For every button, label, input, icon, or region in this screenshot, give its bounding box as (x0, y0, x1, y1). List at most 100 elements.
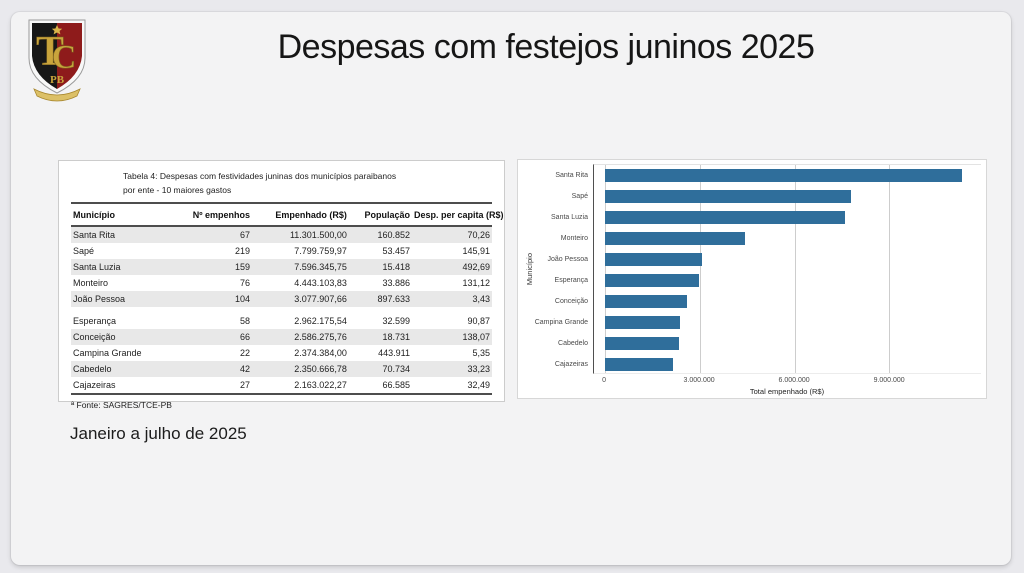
table-cell: 160.852 (348, 226, 412, 243)
table-cell: Monteiro (73, 278, 109, 288)
chart-category-label: Monteiro (560, 235, 588, 242)
table-cell: 7.596.345,75 (252, 259, 349, 275)
page-title: Despesas com festejos juninos 2025 (277, 28, 815, 66)
chart-gridline (889, 165, 891, 373)
table-row: Sapé 219 7.799.759,97 53.457 145,91 (71, 243, 492, 259)
chart-bar-row: Cajazeiras (555, 354, 981, 375)
table-cell: 76 (240, 278, 251, 288)
chart-bar (605, 274, 699, 287)
table-header-row: Município Nº empenhos Empenhado (R$) Pop… (71, 203, 504, 227)
chart-bar (605, 169, 963, 182)
table-cell: 33,23 (411, 361, 492, 377)
table-cell: 67 (184, 226, 253, 243)
chart-bar (605, 316, 681, 329)
chart-bar (605, 358, 674, 371)
chart-x-tick-label: 9.000.000 (873, 377, 905, 384)
period-subtitle: Janeiro a julho de 2025 (70, 424, 247, 443)
col-header-municipio: Município (71, 203, 185, 227)
chart-plot-area: Santa Rita Sapé Santa Luzia Monteiro João Pe… (535, 164, 981, 375)
chart-category-label: Conceição (554, 298, 588, 305)
table-cell: Santa Luzia (71, 259, 185, 275)
chart-bar (605, 295, 687, 308)
table-cell: 15.418 (348, 259, 412, 275)
table-cell: 90,87 (467, 316, 490, 326)
col-header-empenhado: Empenhado (R$) (252, 203, 349, 227)
table-cell: Sapé (73, 246, 95, 256)
table-caption: Tabela 4: Despesas com festividades juni… (123, 169, 494, 197)
table-cell: 897.633 (348, 291, 412, 307)
table-cell: 2.586.275,76 (252, 329, 349, 345)
chart-bar (605, 337, 680, 350)
bar-chart-panel: Município Santa Rita Sapé Santa Luzia Monte… (517, 159, 987, 399)
expenses-table-panel: Tabela 4: Despesas com festividades juni… (58, 160, 505, 410)
table-cell: 66 (184, 329, 253, 345)
table-cell: 219 (234, 246, 251, 256)
col-header-populacao: População (348, 203, 412, 227)
svg-text:PB: PB (50, 74, 65, 86)
chart-category-label: Cajazeiras (554, 361, 588, 368)
tce-pb-crest-icon: T C PB (26, 18, 88, 102)
chart-bar-row: Cabedelo (558, 333, 981, 354)
table-row: João Pessoa 104 3.077.907,66 897.633 3,43 (71, 291, 492, 307)
table-cell: 2.962.175,54 (294, 316, 347, 326)
presentation-slide: T C PB Despesas com festejos juninos 202… (11, 12, 1011, 565)
chart-x-tick-label: 0 (602, 377, 607, 384)
svg-text:C: C (52, 39, 77, 76)
table-cell: 3.077.907,66 (252, 291, 349, 307)
table-cell: Cajazeiras (73, 380, 116, 390)
table-caption-line2: por ente - 10 maiores gastos (123, 185, 232, 195)
table-cell: 5,35 (472, 348, 490, 358)
chart-category-label: Santa Rita (555, 172, 588, 179)
table-cell: 32,49 (467, 380, 490, 390)
table-cell: 7.799.759,97 (294, 246, 347, 256)
table-cell: 138,07 (411, 329, 492, 345)
chart-bar-row: Monteiro (561, 228, 981, 249)
table-row: Santa Rita 67 11.301.500,00 160.852 70,26 (71, 226, 492, 243)
table-cell: 492,69 (411, 259, 492, 275)
table-cell: 27 (240, 380, 251, 390)
chart-x-tick-label: 6.000.000 (778, 377, 810, 384)
col-header-per-capita: Desp. per capita (R$) (411, 203, 504, 227)
table-cell: 443.911 (378, 348, 410, 358)
table-row: Campina Grande 22 2.374.384,00 443.911 5,35 (71, 345, 492, 361)
table-cell: Santa Rita (71, 226, 185, 243)
chart-gridline (794, 165, 796, 373)
chart-bar-row: Santa Luzia (551, 207, 981, 228)
chart-bar-row: Campina Grande (535, 312, 981, 333)
chart-y-axis-label: Município (525, 252, 534, 286)
table-cell: 42 (184, 361, 253, 377)
table-footnote: ª Fonte: SAGRES/TCE-PB (71, 400, 172, 410)
col-header-empenhos: Nº empenhos (184, 203, 253, 227)
expenses-table: Município Nº empenhos Empenhado (R$) Pop… (71, 202, 504, 395)
table-cell: 58 (240, 316, 251, 326)
chart-category-label: Esperança (554, 277, 588, 284)
chart-x-axis-ticks: 0 3.000.000 6.000.000 9.000.000 (593, 377, 981, 387)
table-row: Santa Luzia 159 7.596.345,75 15.418 492,69 (71, 259, 492, 275)
chart-bar-row: Sapé (572, 186, 981, 207)
table-cell: 2.350.666,78 (252, 361, 349, 377)
table-row: Cajazeiras 27 2.163.022,27 66.585 32,49 (71, 377, 492, 394)
chart-category-label: João Pessoa (547, 256, 588, 263)
table-row: Esperança 58 2.962.175,54 32.599 90,87 (71, 313, 492, 329)
chart-category-label: Campina Grande (534, 319, 588, 326)
table-row: Monteiro 76 4.443.103,83 33.886 131,12 (71, 275, 492, 291)
table-cell: 4.443.103,83 (294, 278, 347, 288)
chart-bar-row: Conceição (555, 291, 981, 312)
table-cell: Campina Grande (73, 348, 142, 358)
table-cell: 2.163.022,27 (294, 380, 347, 390)
chart-bar-row: Esperança (555, 270, 981, 291)
table-cell: 70.734 (348, 361, 412, 377)
chart-category-label: Cabedelo (558, 340, 588, 347)
table-cell: João Pessoa (71, 291, 185, 307)
table-cell: 18.731 (348, 329, 412, 345)
table-cell: 145,91 (462, 246, 490, 256)
chart-bar (605, 253, 703, 266)
chart-category-label: Sapé (571, 193, 588, 200)
table-row: Conceição 66 2.586.275,76 18.731 138,07 (71, 329, 492, 345)
table-cell: Esperança (73, 316, 117, 326)
svg-text:T: T (36, 29, 64, 75)
table-cell: 22 (240, 348, 251, 358)
chart-bar-row: Santa Rita (555, 165, 981, 186)
table-body: Santa Rita 67 11.301.500,00 160.852 70,26 Sap… (71, 226, 492, 394)
chart-bar-row: João Pessoa (548, 249, 981, 270)
